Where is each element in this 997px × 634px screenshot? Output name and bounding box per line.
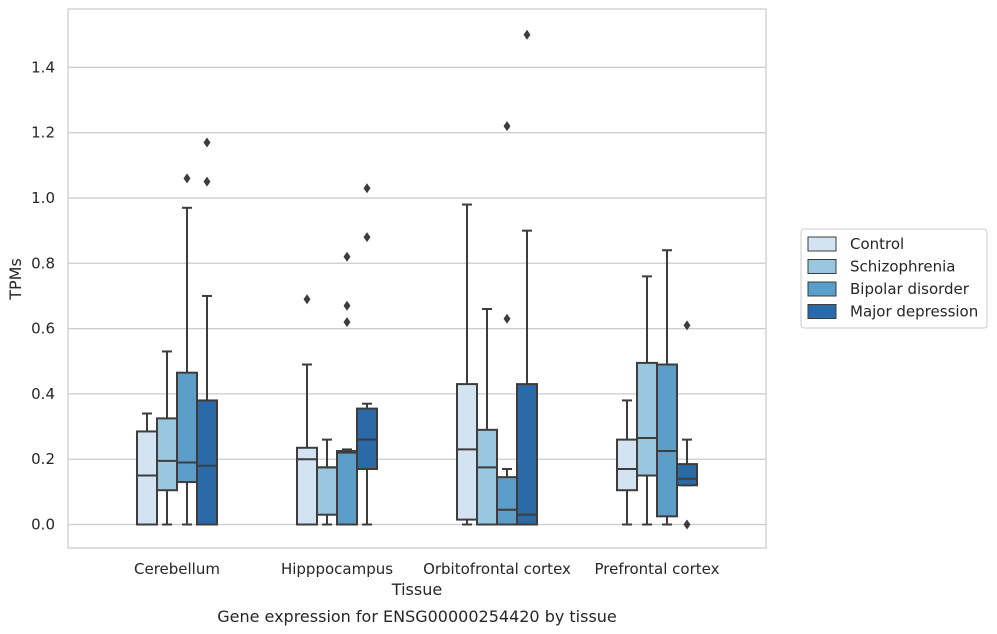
box-body xyxy=(616,438,638,492)
outlier-point xyxy=(303,294,311,305)
y-tick-label: 1.0 xyxy=(31,189,55,207)
outlier-point xyxy=(683,320,691,331)
legend-frame xyxy=(800,228,988,329)
box-schizophrenia xyxy=(636,275,658,526)
box-body xyxy=(656,363,678,518)
box-body xyxy=(496,476,518,526)
y-tick-labels: 0.0 0.2 0.4 0.6 0.8 1.0 1.2 1.4 xyxy=(31,58,55,533)
box-body xyxy=(456,383,478,521)
outlier-point xyxy=(203,137,211,148)
box-body xyxy=(316,466,338,516)
box-body xyxy=(336,450,358,526)
box-major-depression xyxy=(516,29,538,526)
legend-label: Schizophrenia xyxy=(850,258,955,276)
box-body xyxy=(156,417,178,492)
box-major-depression xyxy=(676,320,698,530)
box-body xyxy=(676,463,698,487)
legend-swatch xyxy=(807,259,837,274)
x-tick-labels: Cerebellum Hipppocampus Orbitofrontal cort… xyxy=(134,560,720,578)
outlier-point xyxy=(523,29,531,40)
y-tick-label: 0.2 xyxy=(31,450,55,468)
legend-swatch xyxy=(807,304,837,319)
y-axis-label: TPMs xyxy=(6,258,25,301)
box-bipolar-disorder xyxy=(336,251,358,526)
box-major-depression xyxy=(196,137,218,526)
outlier-point xyxy=(683,519,691,530)
x-tick-label: Hipppocampus xyxy=(281,560,393,578)
x-tick-label: Orbitofrontal cortex xyxy=(423,560,571,578)
y-tick-label: 0.6 xyxy=(31,320,55,338)
box-body xyxy=(136,430,158,526)
outlier-point xyxy=(343,251,351,262)
y-tick-label: 0.0 xyxy=(31,516,55,534)
box-body xyxy=(476,428,498,526)
outlier-point xyxy=(203,176,211,187)
box-body xyxy=(636,361,658,477)
box-bipolar-disorder xyxy=(656,249,678,526)
x-tick-label: Cerebellum xyxy=(134,560,220,578)
legend-swatch xyxy=(807,236,837,252)
outlier-point xyxy=(343,317,351,328)
y-tick-label: 1.4 xyxy=(31,58,55,76)
outlier-point xyxy=(503,121,511,132)
box-schizophrenia xyxy=(156,350,178,526)
outlier-point xyxy=(183,173,191,184)
box-body xyxy=(516,383,538,526)
box-control xyxy=(136,412,158,526)
box-body xyxy=(176,371,198,484)
box-groups xyxy=(136,29,698,530)
outlier-point xyxy=(363,183,371,194)
x-tick-label: Prefrontal cortex xyxy=(595,560,720,578)
legend-label: Major depression xyxy=(850,303,978,321)
legend-label: Bipolar disorder xyxy=(850,280,970,298)
y-tick-label: 0.8 xyxy=(31,254,55,272)
legend-swatch xyxy=(807,281,837,297)
legend-label: Control xyxy=(850,235,904,253)
y-tick-label: 1.2 xyxy=(31,124,55,142)
legend: Control Schizophrenia Bipolar disorder Majo… xyxy=(800,228,988,329)
outlier-point xyxy=(343,300,351,311)
box-body xyxy=(196,399,218,526)
outlier-point xyxy=(503,313,511,324)
box-control xyxy=(456,203,478,526)
box-major-depression xyxy=(356,183,378,526)
y-tick-label: 0.4 xyxy=(31,385,55,403)
x-axis-label: Tissue xyxy=(391,580,442,599)
chart-caption: Gene expression for ENSG00000254420 by t… xyxy=(217,607,617,626)
plot-frame xyxy=(67,8,767,549)
outlier-point xyxy=(363,232,371,243)
